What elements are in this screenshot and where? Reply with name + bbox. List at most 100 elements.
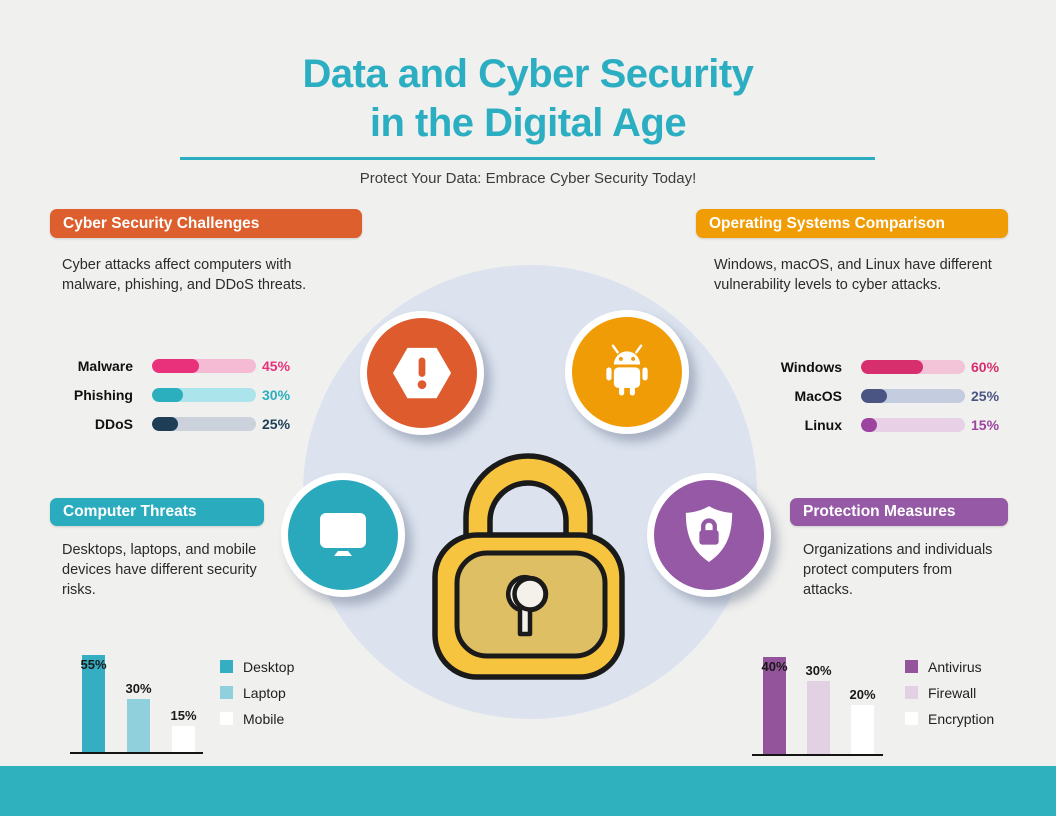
column-bar xyxy=(82,655,105,752)
legend-swatch xyxy=(905,660,918,673)
legend-item-encryption: Encryption xyxy=(905,710,995,727)
bar-value-label: 15% xyxy=(971,416,1000,433)
protection-column-chart: 40% 30% 20% Antivirus Firewall Encryption xyxy=(752,656,1032,756)
title-divider xyxy=(180,157,875,160)
bar-fill xyxy=(152,416,178,431)
android-icon xyxy=(606,344,648,396)
column-encryption: 20% xyxy=(849,657,876,754)
challenges-description: Cyber attacks affect computers with malw… xyxy=(62,257,307,293)
column-value-label: 20% xyxy=(849,687,876,702)
protection-x-axis xyxy=(752,754,883,756)
column-laptop: 30% xyxy=(125,655,152,752)
legend-label: Firewall xyxy=(928,684,977,701)
bar-row-malware: Malware 45% xyxy=(58,357,291,374)
legend-item-laptop: Laptop xyxy=(220,684,294,701)
bar-category-label: Phishing xyxy=(73,386,133,403)
column-bar xyxy=(807,681,830,754)
protection-legend: Antivirus Firewall Encryption xyxy=(905,658,995,727)
column-bar xyxy=(851,705,874,754)
threats-legend: Desktop Laptop Mobile xyxy=(220,658,295,727)
legend-swatch xyxy=(905,712,918,725)
bar-category-label: MacOS xyxy=(794,387,842,404)
column-desktop: 55% xyxy=(80,655,107,752)
section-badge-cyber-security-challenges: Cyber Security Challenges xyxy=(50,209,362,238)
footer-bar xyxy=(0,766,1056,816)
legend-item-firewall: Firewall xyxy=(905,684,994,701)
threats-description: Desktops, laptops, and mobile devices ha… xyxy=(62,542,257,598)
column-mobile: 15% xyxy=(170,655,197,752)
legend-swatch xyxy=(220,686,233,699)
column-bar xyxy=(127,699,150,752)
padlock-icon xyxy=(432,453,625,680)
column-antivirus: 40% xyxy=(761,657,788,754)
bar-track xyxy=(861,417,965,432)
bar-category-label: Malware xyxy=(77,357,133,374)
shield-node-circle xyxy=(647,473,771,597)
legend-item-antivirus: Antivirus xyxy=(905,658,994,675)
bar-track xyxy=(152,358,256,373)
bar-fill xyxy=(861,359,924,374)
column-value-label: 55% xyxy=(80,657,107,672)
bar-row-phishing: Phishing 30% xyxy=(58,386,291,403)
threats-column-chart: 55% 30% 15% Desktop Laptop Mobile xyxy=(70,654,360,754)
bar-row-windows: Windows 60% xyxy=(756,358,1000,375)
column-bar xyxy=(763,657,786,754)
section-badge-protection-measures: Protection Measures xyxy=(790,498,1008,526)
os-description: Windows, macOS, and Linux have different… xyxy=(714,257,992,293)
section-badge-computer-threats: Computer Threats xyxy=(50,498,264,526)
threats-x-axis xyxy=(70,752,203,754)
title-line-1: Data and Cyber Security xyxy=(302,52,754,96)
bar-value-label: 60% xyxy=(971,358,1000,375)
legend-item-mobile: Mobile xyxy=(220,710,294,727)
bar-fill xyxy=(152,358,199,373)
bar-row-linux: Linux 15% xyxy=(756,416,1000,433)
section-badge-operating-systems-comparison: Operating Systems Comparison xyxy=(696,209,1008,238)
protection-plot-area: 40% 30% 20% xyxy=(752,657,876,754)
protection-description: Organizations and individuals protect co… xyxy=(803,542,993,598)
warning-icon xyxy=(392,347,452,399)
legend-label: Antivirus xyxy=(928,658,982,675)
bar-track xyxy=(861,359,965,374)
challenges-bar-chart: Malware 45% Phishing 30% DDoS 25% xyxy=(58,358,290,445)
bar-row-macos: MacOS 25% xyxy=(756,387,1000,404)
column-value-label: 30% xyxy=(805,663,832,678)
legend-label: Desktop xyxy=(243,658,295,675)
bar-value-label: 25% xyxy=(262,415,291,432)
bar-category-label: DDoS xyxy=(94,415,133,432)
bar-fill xyxy=(152,387,184,402)
bar-fill xyxy=(861,417,877,432)
legend-label: Mobile xyxy=(243,710,285,727)
column-value-label: 15% xyxy=(170,708,197,723)
legend-label: Laptop xyxy=(243,684,286,701)
legend-item-desktop: Desktop xyxy=(220,658,295,675)
legend-label: Encryption xyxy=(928,710,995,727)
column-value-label: 30% xyxy=(125,681,152,696)
warning-node-circle xyxy=(360,311,484,435)
monitor-node-circle xyxy=(281,473,405,597)
page-subtitle: Protect Your Data: Embrace Cyber Securit… xyxy=(359,170,697,187)
legend-swatch xyxy=(220,660,233,673)
bar-fill xyxy=(861,388,887,403)
bar-value-label: 30% xyxy=(262,386,291,403)
column-bar xyxy=(172,726,195,752)
bar-category-label: Linux xyxy=(804,416,842,433)
bar-row-ddos: DDoS 25% xyxy=(58,415,291,432)
title-line-2: in the Digital Age xyxy=(369,101,687,145)
page-title: Data and Cyber Security in the Digital Ag… xyxy=(0,50,1056,148)
bar-value-label: 25% xyxy=(971,387,1000,404)
legend-swatch xyxy=(905,686,918,699)
bar-category-label: Windows xyxy=(780,358,842,375)
android-node-circle xyxy=(565,310,689,434)
bar-track xyxy=(152,387,256,402)
column-value-label: 40% xyxy=(761,659,788,674)
shield-lock-icon xyxy=(685,506,733,562)
monitor-icon xyxy=(320,513,366,556)
bar-value-label: 45% xyxy=(262,357,291,374)
bar-track xyxy=(861,388,965,403)
legend-swatch xyxy=(220,712,233,725)
os-bar-chart: Windows 60% MacOS 25% Linux 15% xyxy=(756,359,999,446)
column-firewall: 30% xyxy=(805,657,832,754)
threats-plot-area: 55% 30% 15% xyxy=(70,655,197,752)
bar-track xyxy=(152,416,256,431)
